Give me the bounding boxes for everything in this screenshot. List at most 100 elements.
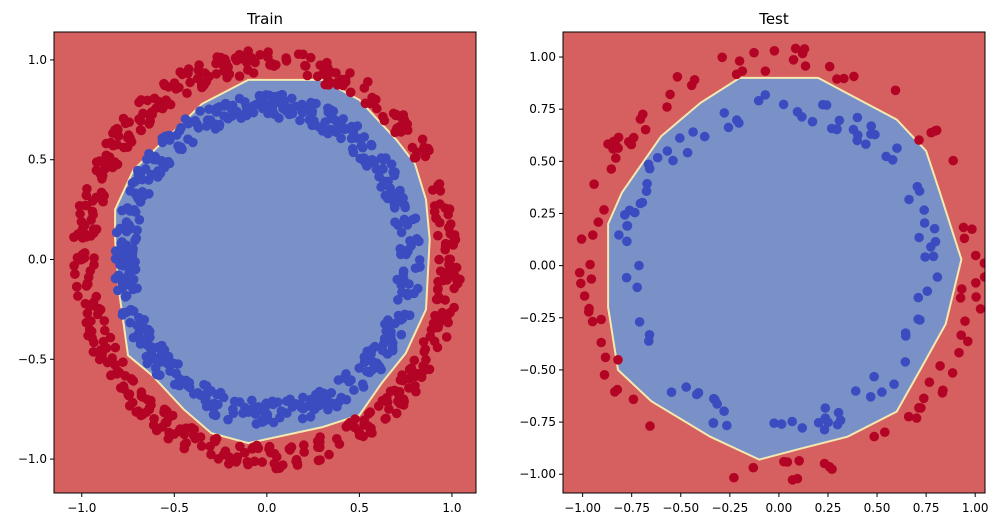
data-point-class-0: [345, 68, 355, 78]
data-point-class-0: [298, 49, 308, 60]
data-point-class-1: [341, 394, 352, 405]
data-point-class-0: [337, 74, 347, 85]
data-point-class-1: [393, 188, 404, 198]
data-point-class-0: [880, 427, 890, 438]
y-tick-label: 0.00: [529, 259, 556, 273]
data-point-class-1: [357, 142, 368, 153]
data-point-class-0: [957, 284, 967, 294]
data-point-class-0: [234, 71, 245, 81]
data-point-class-1: [708, 418, 719, 428]
data-point-class-0: [299, 447, 310, 457]
data-point-class-1: [666, 387, 677, 398]
data-point-class-0: [391, 408, 402, 419]
data-point-class-1: [240, 97, 250, 107]
data-point-class-1: [176, 142, 186, 152]
data-point-class-0: [645, 421, 655, 431]
data-point-class-1: [297, 413, 308, 424]
data-point-class-0: [444, 222, 454, 233]
data-point-class-0: [199, 80, 209, 90]
data-point-class-1: [359, 352, 370, 362]
data-point-class-0: [71, 281, 82, 292]
data-point-class-1: [399, 245, 409, 256]
data-point-class-1: [408, 214, 418, 225]
data-point-class-1: [414, 255, 425, 265]
x-tick-label: 1.0: [442, 501, 461, 515]
data-point-class-0: [938, 385, 948, 396]
data-point-class-0: [947, 368, 958, 378]
data-point-class-1: [154, 166, 165, 176]
data-point-class-0: [163, 82, 174, 92]
data-point-class-1: [127, 251, 138, 261]
data-point-class-1: [852, 112, 863, 123]
data-point-class-1: [154, 370, 164, 381]
data-point-class-1: [134, 215, 145, 225]
data-point-class-1: [398, 268, 409, 279]
data-point-class-0: [409, 153, 420, 163]
data-point-class-1: [125, 186, 135, 196]
y-tick-label: −0.5: [18, 352, 47, 366]
data-point-class-0: [574, 267, 585, 278]
data-point-class-0: [91, 224, 102, 235]
data-point-class-0: [628, 394, 639, 405]
data-point-class-0: [237, 51, 247, 61]
data-point-class-0: [206, 449, 216, 460]
data-point-class-0: [363, 409, 374, 419]
y-tick-label: 0.75: [529, 102, 556, 116]
data-point-class-0: [890, 85, 901, 96]
data-point-class-0: [281, 56, 292, 66]
data-point-class-0: [827, 464, 837, 475]
data-point-class-1: [922, 286, 933, 297]
data-point-class-0: [255, 50, 265, 60]
data-point-class-1: [297, 107, 308, 118]
data-point-class-0: [611, 153, 621, 163]
x-tick-label: 0.0: [257, 501, 276, 515]
data-point-class-1: [170, 368, 181, 379]
y-tick-label: 0.25: [529, 206, 556, 220]
data-point-class-0: [164, 427, 174, 438]
data-point-class-0: [404, 373, 415, 384]
data-point-class-1: [387, 343, 398, 353]
data-point-class-0: [118, 381, 129, 391]
data-point-class-0: [399, 396, 410, 407]
data-point-class-1: [642, 178, 652, 189]
data-point-class-0: [84, 324, 95, 335]
data-point-class-0: [85, 301, 95, 312]
data-point-class-0: [211, 69, 222, 79]
data-point-class-1: [722, 420, 732, 431]
data-point-class-0: [248, 68, 259, 78]
data-point-class-1: [125, 317, 135, 328]
data-point-class-0: [769, 46, 780, 56]
data-point-class-1: [835, 415, 846, 426]
data-point-class-1: [243, 407, 254, 418]
data-point-class-0: [599, 370, 610, 380]
data-point-class-0: [385, 386, 396, 397]
data-point-class-1: [234, 397, 245, 407]
data-point-class-0: [608, 136, 619, 147]
data-point-class-0: [975, 304, 985, 314]
data-point-class-0: [424, 364, 435, 375]
data-point-class-1: [247, 395, 257, 406]
data-point-class-1: [818, 99, 828, 110]
data-point-class-1: [624, 205, 635, 216]
data-point-class-1: [913, 314, 923, 325]
data-point-class-1: [819, 424, 830, 435]
data-point-class-0: [433, 230, 443, 241]
data-point-class-0: [731, 69, 742, 80]
x-tick-label: 0.50: [864, 501, 891, 515]
data-point-class-1: [376, 364, 386, 375]
data-point-class-0: [662, 102, 672, 112]
data-point-class-0: [124, 401, 135, 411]
data-point-class-0: [434, 254, 444, 265]
data-point-class-0: [302, 70, 313, 81]
data-point-class-0: [91, 291, 102, 302]
data-point-class-1: [275, 412, 285, 423]
data-point-class-1: [396, 329, 407, 340]
data-point-class-0: [410, 381, 420, 391]
data-point-class-0: [324, 449, 334, 460]
data-point-class-1: [287, 93, 297, 104]
data-point-class-1: [355, 153, 366, 164]
data-point-class-1: [734, 118, 744, 128]
data-point-class-0: [640, 124, 651, 135]
data-point-class-1: [150, 151, 160, 162]
